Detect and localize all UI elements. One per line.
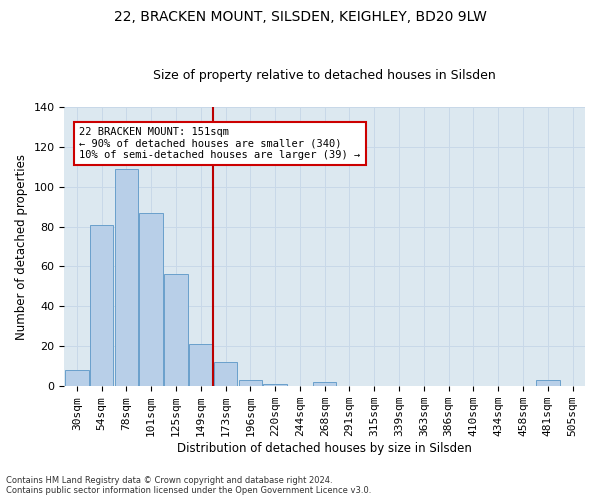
Bar [164,274,188,386]
Bar [214,362,238,386]
Text: 22 BRACKEN MOUNT: 151sqm
← 90% of detached houses are smaller (340)
10% of semi-: 22 BRACKEN MOUNT: 151sqm ← 90% of detach… [79,126,361,160]
Bar [65,370,89,386]
Bar [189,344,212,386]
Y-axis label: Number of detached properties: Number of detached properties [15,154,28,340]
Bar [139,212,163,386]
Text: Contains HM Land Registry data © Crown copyright and database right 2024.
Contai: Contains HM Land Registry data © Crown c… [6,476,371,495]
Text: 22, BRACKEN MOUNT, SILSDEN, KEIGHLEY, BD20 9LW: 22, BRACKEN MOUNT, SILSDEN, KEIGHLEY, BD… [113,10,487,24]
X-axis label: Distribution of detached houses by size in Silsden: Distribution of detached houses by size … [177,442,472,455]
Title: Size of property relative to detached houses in Silsden: Size of property relative to detached ho… [154,69,496,82]
Bar [90,224,113,386]
Bar [313,382,337,386]
Bar [536,380,560,386]
Bar [263,384,287,386]
Bar [115,168,138,386]
Bar [239,380,262,386]
